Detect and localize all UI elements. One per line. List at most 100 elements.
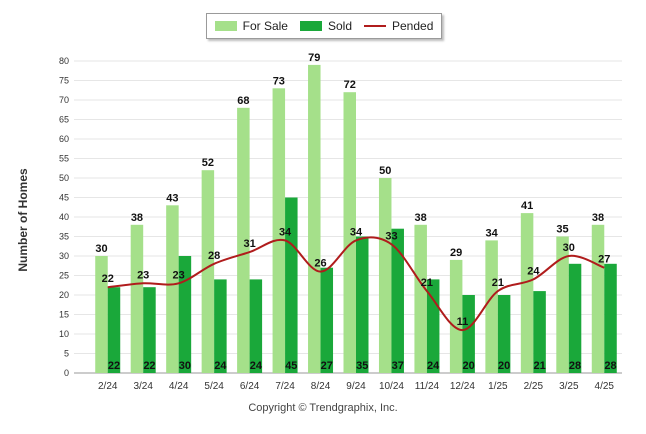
y-tick-label: 80 bbox=[59, 56, 69, 66]
pended-value-label: 21 bbox=[492, 277, 504, 289]
y-tick-label: 35 bbox=[59, 232, 69, 242]
sold-value-label: 24 bbox=[427, 360, 440, 372]
x-tick-label: 6/24 bbox=[240, 381, 260, 392]
y-tick-label: 10 bbox=[59, 329, 69, 339]
for-sale-value-label: 79 bbox=[308, 52, 320, 64]
legend: For Sale Sold Pended bbox=[206, 13, 442, 39]
x-tick-label: 1/25 bbox=[488, 381, 508, 392]
sold-value-label: 22 bbox=[143, 360, 155, 372]
bar-sold bbox=[143, 287, 156, 373]
for-sale-value-label: 38 bbox=[592, 212, 604, 224]
pended-value-label: 34 bbox=[279, 226, 292, 238]
bar-for-sale bbox=[378, 178, 392, 373]
for-sale-value-label: 30 bbox=[95, 243, 107, 255]
legend-item-sold[interactable]: Sold bbox=[299, 19, 352, 33]
bar-for-sale bbox=[95, 256, 108, 373]
y-tick-label: 5 bbox=[64, 349, 69, 359]
pended-value-label: 11 bbox=[457, 316, 469, 328]
legend-label-pended: Pended bbox=[392, 19, 434, 33]
x-tick-label: 3/24 bbox=[133, 381, 153, 392]
sold-value-label: 30 bbox=[179, 360, 191, 372]
bar-for-sale bbox=[308, 64, 321, 374]
pended-value-label: 28 bbox=[208, 250, 220, 262]
bar-for-sale bbox=[201, 170, 215, 373]
y-tick-label: 50 bbox=[59, 173, 69, 183]
bar-for-sale bbox=[520, 213, 534, 373]
sold-value-label: 45 bbox=[285, 360, 297, 372]
bar-for-sale bbox=[485, 240, 498, 373]
for-sale-value-label: 34 bbox=[485, 227, 498, 239]
pended-value-label: 33 bbox=[385, 230, 397, 242]
for-sale-value-label: 38 bbox=[415, 212, 427, 224]
pended-line bbox=[107, 236, 605, 332]
pended-value-label: 30 bbox=[563, 242, 575, 254]
sold-value-label: 22 bbox=[108, 360, 120, 372]
bar-for-sale bbox=[166, 205, 179, 373]
for-sale-value-label: 68 bbox=[237, 95, 249, 107]
pended-value-label: 31 bbox=[243, 238, 255, 250]
x-tick-label: 10/24 bbox=[379, 381, 404, 392]
y-tick-label: 25 bbox=[59, 271, 69, 281]
pended-value-label: 23 bbox=[173, 269, 185, 281]
y-tick-label: 60 bbox=[59, 134, 69, 144]
sold-value-label: 35 bbox=[356, 360, 368, 372]
sold-value-label: 20 bbox=[463, 360, 475, 372]
bar-sold bbox=[604, 263, 617, 373]
bar-for-sale bbox=[343, 92, 356, 373]
sold-value-label: 21 bbox=[533, 360, 545, 372]
y-axis-label: Number of Homes bbox=[16, 168, 30, 272]
bar-for-sale bbox=[591, 224, 605, 373]
bar-for-sale bbox=[556, 236, 569, 373]
y-tick-label: 20 bbox=[59, 290, 69, 300]
legend-item-for-sale[interactable]: For Sale bbox=[214, 19, 288, 33]
for-sale-value-label: 43 bbox=[166, 192, 178, 204]
bar-sold bbox=[568, 263, 582, 373]
legend-item-pended[interactable]: Pended bbox=[364, 19, 433, 33]
x-tick-label: 8/24 bbox=[311, 381, 331, 392]
bar-sold bbox=[214, 279, 227, 373]
x-tick-label: 9/24 bbox=[346, 381, 366, 392]
y-tick-label: 70 bbox=[59, 95, 69, 105]
for-sale-value-label: 73 bbox=[273, 75, 285, 87]
x-tick-label: 3/25 bbox=[559, 381, 579, 392]
copyright-text: Copyright © Trendgraphix, Inc. bbox=[248, 402, 398, 414]
for-sale-value-label: 50 bbox=[379, 165, 391, 177]
sold-value-label: 28 bbox=[569, 360, 581, 372]
y-tick-label: 0 bbox=[64, 368, 69, 378]
for-sale-value-label: 41 bbox=[521, 200, 533, 212]
pended-value-label: 27 bbox=[598, 254, 610, 266]
legend-label-for-sale: For Sale bbox=[242, 19, 288, 33]
sold-value-label: 27 bbox=[321, 360, 333, 372]
x-tick-label: 11/24 bbox=[415, 381, 440, 392]
bar-for-sale bbox=[237, 107, 250, 374]
x-tick-label: 12/24 bbox=[450, 381, 475, 392]
bar-sold bbox=[462, 295, 475, 373]
bar-for-sale bbox=[414, 224, 427, 373]
x-tick-label: 2/24 bbox=[98, 381, 118, 392]
pended-swatch bbox=[364, 25, 386, 27]
pended-value-label: 21 bbox=[421, 277, 433, 289]
y-tick-label: 30 bbox=[59, 251, 69, 261]
x-tick-label: 2/25 bbox=[524, 381, 544, 392]
x-tick-label: 4/25 bbox=[595, 381, 615, 392]
sold-value-label: 37 bbox=[392, 360, 404, 372]
pended-value-label: 23 bbox=[137, 269, 149, 281]
sold-value-label: 24 bbox=[250, 360, 263, 372]
for-sale-value-label: 29 bbox=[450, 247, 462, 259]
x-tick-label: 5/24 bbox=[204, 381, 224, 392]
y-tick-label: 15 bbox=[59, 310, 69, 320]
sold-swatch bbox=[299, 21, 322, 31]
bar-for-sale bbox=[449, 259, 463, 373]
bar-sold bbox=[320, 267, 334, 373]
pended-value-label: 24 bbox=[527, 265, 540, 277]
pended-value-label: 26 bbox=[314, 258, 326, 270]
y-tick-label: 65 bbox=[59, 115, 69, 125]
sold-value-label: 20 bbox=[498, 360, 510, 372]
bar-for-sale bbox=[130, 224, 144, 373]
x-tick-label: 7/24 bbox=[275, 381, 295, 392]
y-tick-label: 45 bbox=[59, 193, 69, 203]
for-sale-value-label: 52 bbox=[202, 157, 214, 169]
bar-sold bbox=[497, 295, 511, 373]
bar-sold bbox=[356, 236, 369, 373]
